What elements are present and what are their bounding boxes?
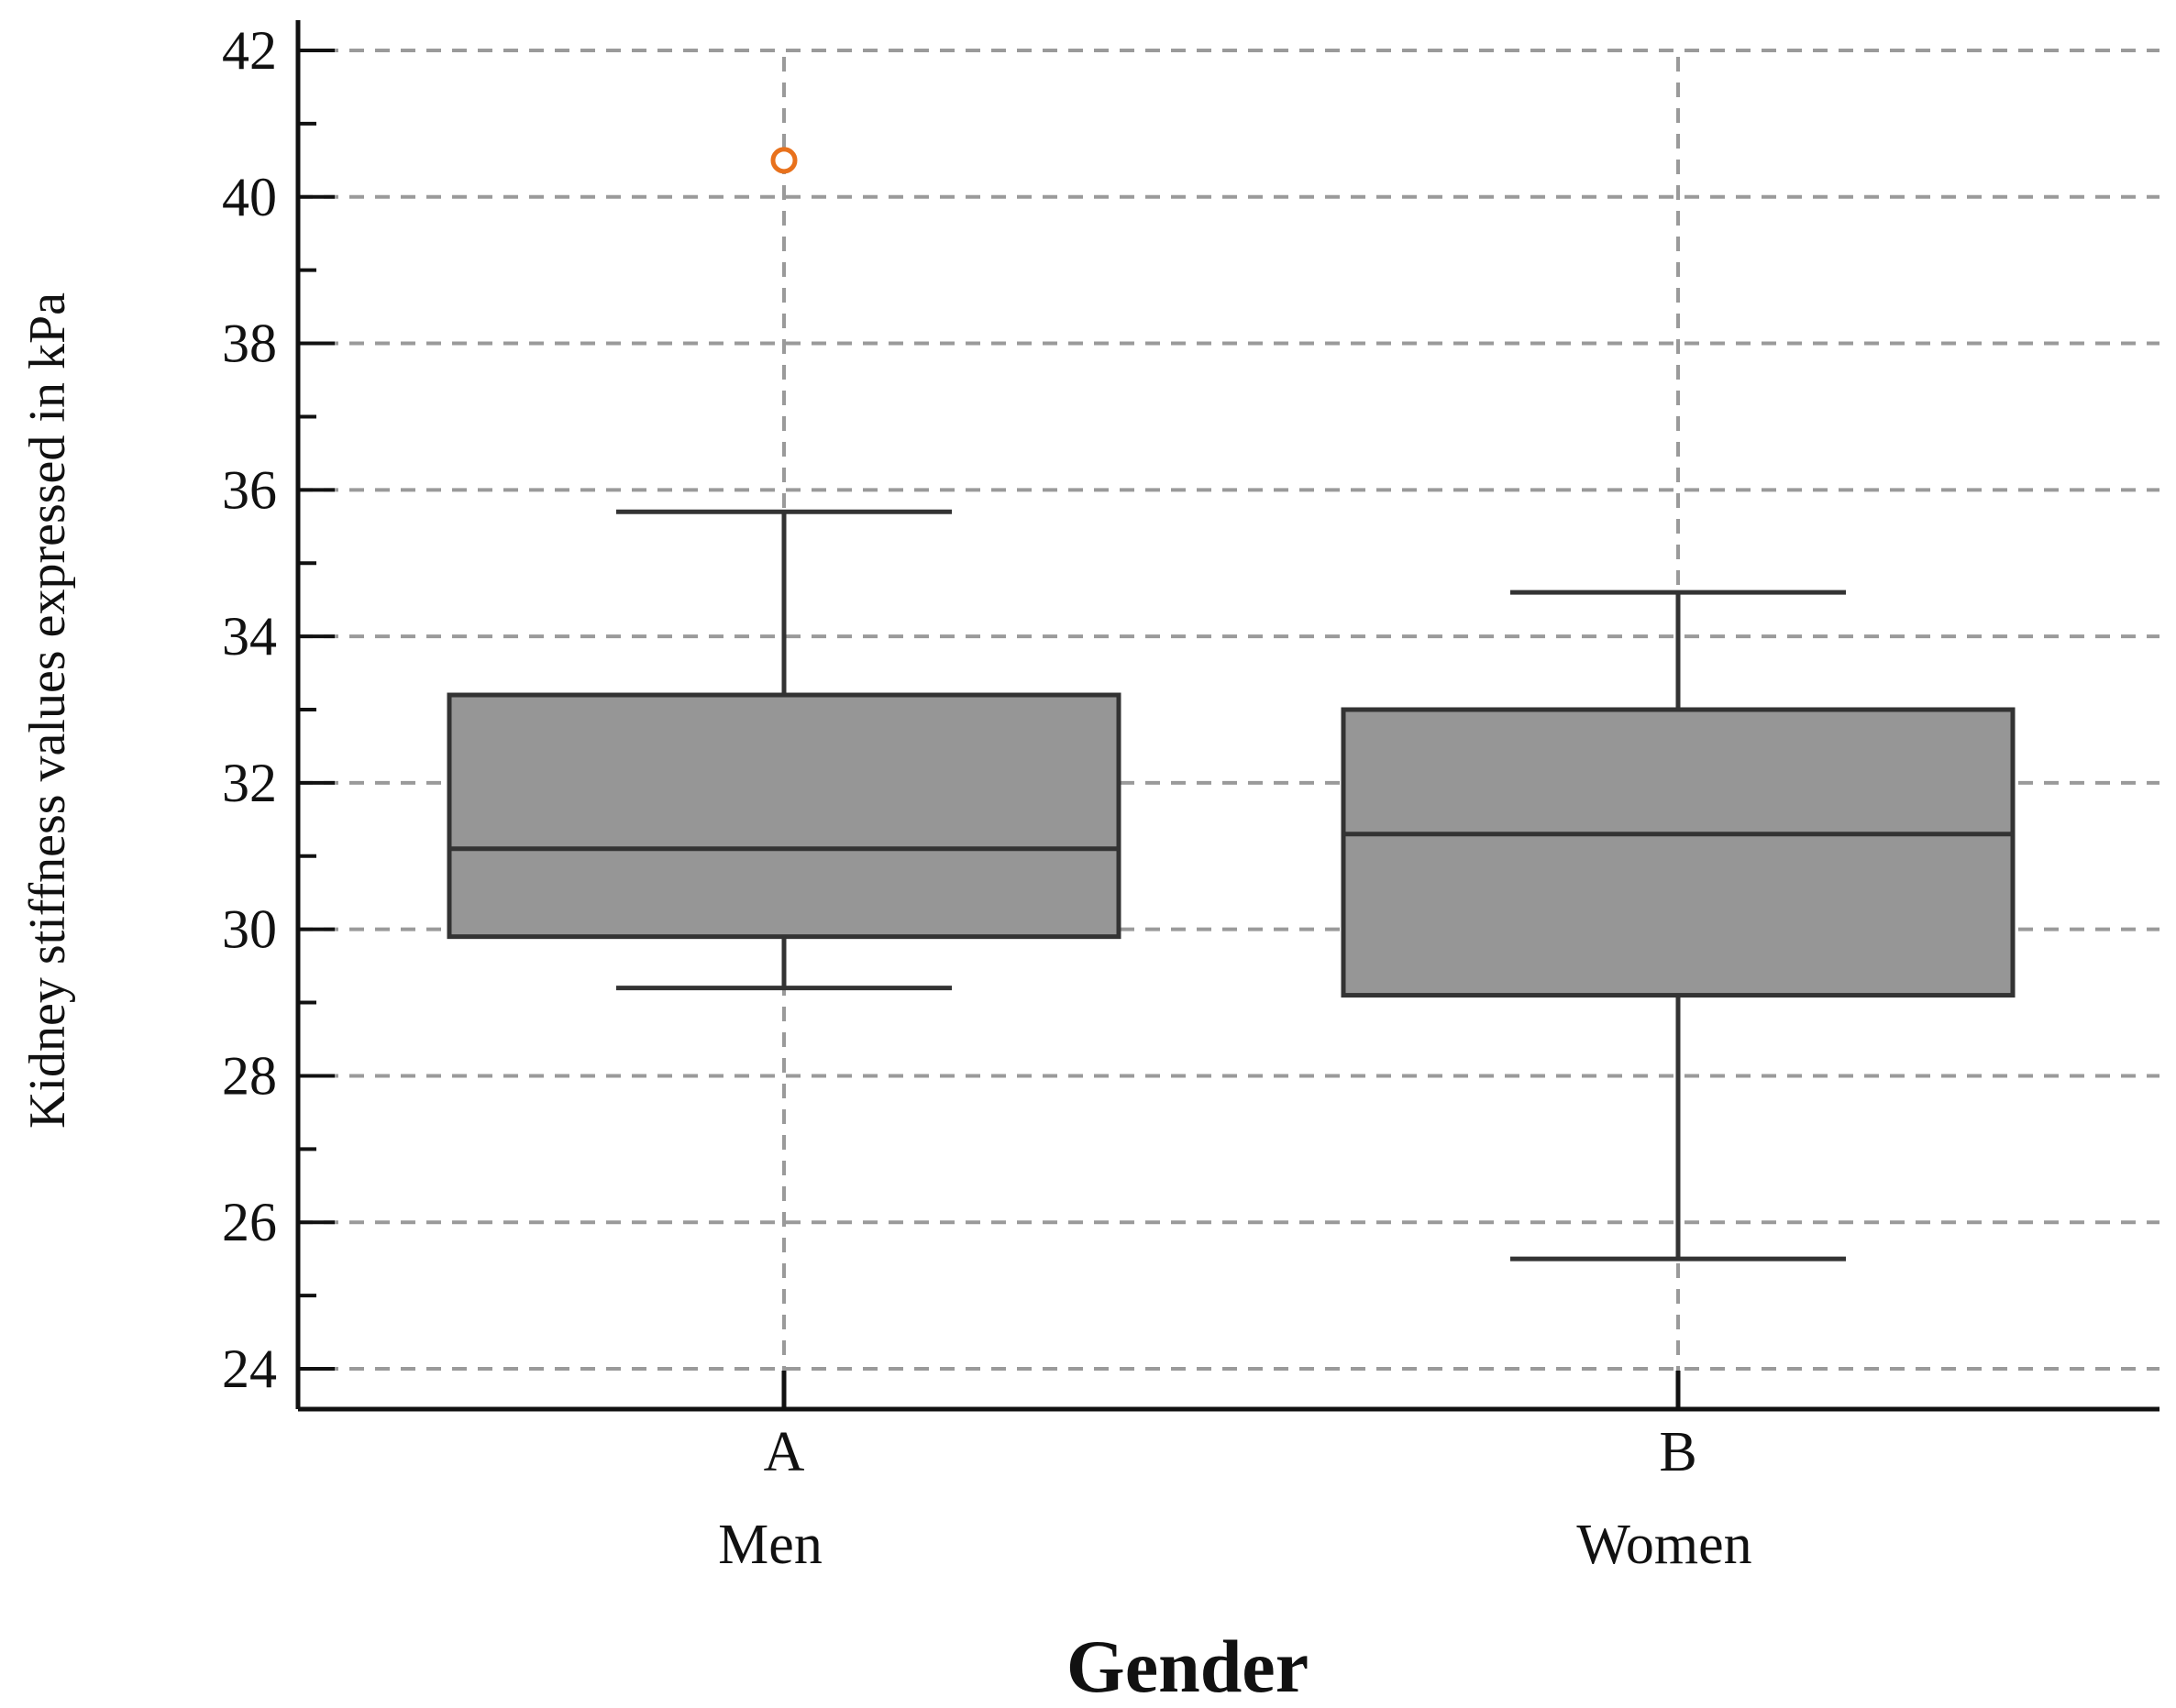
y-tick-label-40: 40 [222, 167, 277, 227]
outlier-point-A [770, 147, 798, 174]
y-tick-label-30: 30 [222, 899, 277, 960]
y-tick-label-32: 32 [222, 753, 277, 813]
axes [295, 20, 2159, 1412]
box-series [447, 147, 2016, 1262]
x-sublabel-B: Women [1576, 1514, 1751, 1576]
y-tick-label-34: 34 [222, 606, 277, 667]
box-A [447, 692, 1121, 940]
y-tick-label-24: 24 [222, 1339, 277, 1399]
y-tick-label-26: 26 [222, 1192, 277, 1252]
box-B [1341, 707, 2016, 998]
y-tick-label-28: 28 [222, 1045, 277, 1106]
y-tick-label-42: 42 [222, 20, 277, 81]
x-axis-title: Gender [1066, 1625, 1309, 1708]
labels: 24 26 28 30 32 34 36 38 40 42 A Men B Women [222, 20, 1752, 1576]
x-tick-label-B: B [1659, 1421, 1696, 1483]
y-axis-title: Kidney stiffness values expressed in kPa [19, 292, 76, 1129]
x-tick-label-A: A [764, 1421, 805, 1483]
y-tick-label-38: 38 [222, 314, 277, 374]
x-sublabel-A: Men [718, 1514, 823, 1576]
y-tick-label-36: 36 [222, 459, 277, 520]
